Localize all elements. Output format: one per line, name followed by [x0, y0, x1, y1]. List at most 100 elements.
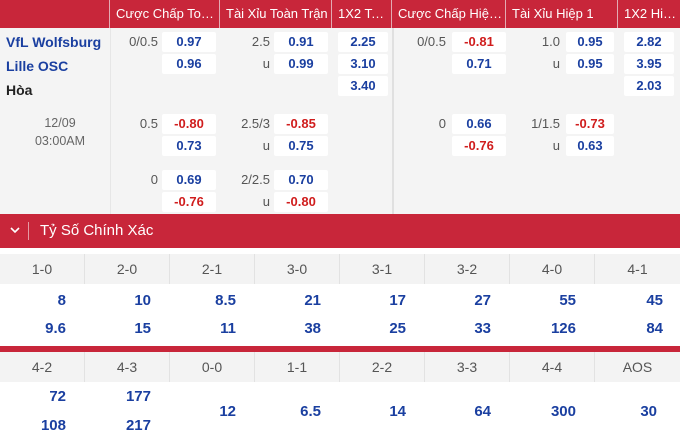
- away-team[interactable]: Lille OSC: [6, 58, 69, 74]
- alt1-ft-hdp-home-odds[interactable]: -0.80: [162, 114, 216, 134]
- score-home-odds[interactable]: 12: [219, 403, 236, 420]
- score-home-odds[interactable]: 55: [559, 292, 576, 309]
- score-away-odds[interactable]: 15: [134, 320, 151, 337]
- odds-table: Cược Chấp Toàn ... Tài Xỉu Toàn Trận 1X2…: [0, 0, 680, 214]
- score-home-odds[interactable]: 177: [125, 388, 151, 405]
- odds-header-row: Cược Chấp Toàn ... Tài Xỉu Toàn Trận 1X2…: [0, 0, 680, 28]
- header-ft-handicap[interactable]: Cược Chấp Toàn ...: [110, 0, 220, 28]
- score-label: 4-4: [510, 352, 595, 382]
- ht-ou-under-label: u: [552, 56, 560, 71]
- alt2-ft-hdp-home-odds[interactable]: 0.69: [162, 170, 216, 190]
- ht-1x2-away-odds[interactable]: 3.95: [624, 54, 674, 74]
- score-away-odds[interactable]: 84: [646, 320, 663, 337]
- match-info: VfL Wolfsburg Lille OSC Hòa 12/09 03:00A…: [0, 28, 110, 214]
- ft-hdp-line: 0/0.5: [129, 34, 158, 49]
- alt1-ft-ou-over-odds[interactable]: -0.85: [274, 114, 328, 134]
- score-home-odds[interactable]: 27: [474, 292, 491, 309]
- header-ft-1x2[interactable]: 1X2 Toà...: [332, 0, 392, 28]
- score-home-odds[interactable]: 6.5: [300, 403, 321, 420]
- score-label: 4-1: [627, 261, 648, 277]
- header-ft-over-under[interactable]: Tài Xỉu Toàn Trận: [220, 0, 332, 28]
- ft-ou-over-odds[interactable]: 0.91: [274, 32, 328, 52]
- alt1-ht-ou-line: 1/1.5: [531, 116, 560, 131]
- score-away-odds[interactable]: 126: [550, 320, 576, 337]
- correct-score-header[interactable]: Tỷ Số Chính Xác: [0, 214, 680, 248]
- score-home-odds[interactable]: 45: [646, 292, 663, 309]
- alt1-ft-ou-under-odds[interactable]: 0.75: [274, 136, 328, 156]
- alt2-ft-ou-line: 2/2.5: [241, 172, 270, 187]
- header-blank: [0, 0, 110, 28]
- ht-ou-under-odds[interactable]: 0.95: [566, 54, 614, 74]
- match-time: 03:00AM: [34, 134, 86, 148]
- score-row-2-labels: 4-2 4-3 0-0 1-1 2-2 3-3 4-4 AOS: [0, 352, 680, 382]
- score-home-odds[interactable]: 14: [389, 403, 406, 420]
- ft-1x2-home-odds[interactable]: 2.25: [338, 32, 388, 52]
- score-away-odds[interactable]: 38: [304, 320, 321, 337]
- alt1-ht-hdp-away-odds[interactable]: -0.76: [452, 136, 506, 156]
- score-label: 2-0: [85, 254, 170, 284]
- score-row-divider: [0, 346, 680, 352]
- draw-label: Hòa: [6, 82, 33, 98]
- match-date: 12/09: [44, 116, 76, 130]
- score-label: 3-1: [340, 254, 425, 284]
- chevron-down-icon[interactable]: [10, 225, 20, 235]
- ft-1x2-draw-odds[interactable]: 3.40: [338, 76, 388, 96]
- alt1-ht-ou-over-odds[interactable]: -0.73: [566, 114, 614, 134]
- alt1-ft-hdp-away-odds[interactable]: 0.73: [162, 136, 216, 156]
- score-away-odds[interactable]: 25: [389, 320, 406, 337]
- score-label: 3-0: [255, 254, 340, 284]
- ht-hdp-away-odds[interactable]: 0.71: [452, 54, 506, 74]
- header-ht-handicap[interactable]: Cược Chấp Hiệp 1: [392, 0, 506, 28]
- ft-hdp-home-odds[interactable]: 0.97: [162, 32, 216, 52]
- score-away-odds[interactable]: 217: [125, 417, 151, 434]
- score-label: 4-3: [85, 352, 170, 382]
- ft-ou-under-odds[interactable]: 0.99: [274, 54, 328, 74]
- score-home-odds[interactable]: 10: [134, 292, 151, 309]
- alt1-ht-hdp-line: 0: [438, 116, 446, 131]
- score-row-1-odds: 8 10 8.5 21 17 27 55 45 9.6 15 11 38 25 …: [0, 284, 680, 346]
- score-label: 0-0: [170, 352, 255, 382]
- score-away-odds[interactable]: 108: [40, 417, 66, 434]
- ft-1x2-away-odds[interactable]: 3.10: [338, 54, 388, 74]
- header-separator: [28, 222, 29, 240]
- alt2-ft-ou-over-odds[interactable]: 0.70: [274, 170, 328, 190]
- ht-hdp-line: 0/0.5: [417, 34, 446, 49]
- score-label: AOS: [622, 359, 653, 375]
- score-away-odds[interactable]: 11: [220, 320, 236, 337]
- score-home-odds[interactable]: 300: [550, 403, 576, 420]
- score-away-odds[interactable]: 9.6: [45, 320, 66, 337]
- alt1-ht-hdp-home-odds[interactable]: 0.66: [452, 114, 506, 134]
- score-home-odds[interactable]: 8: [57, 292, 66, 309]
- score-home-odds[interactable]: 17: [389, 292, 406, 309]
- home-team[interactable]: VfL Wolfsburg: [6, 34, 102, 50]
- alt1-ht-ou-under-odds[interactable]: 0.63: [566, 136, 614, 156]
- score-home-odds[interactable]: 30: [640, 403, 657, 420]
- score-label: 2-2: [340, 352, 425, 382]
- ht-ou-over-odds[interactable]: 0.95: [566, 32, 614, 52]
- score-label: 2-1: [170, 254, 255, 284]
- ht-ou-line: 1.0: [541, 34, 560, 49]
- header-ht-1x2[interactable]: 1X2 Hiệ...: [618, 0, 680, 28]
- score-row-2-odds: 72 177 12 6.5 14 64 300 30 108 217: [0, 382, 680, 440]
- alt2-ft-hdp-away-odds[interactable]: -0.76: [162, 192, 216, 212]
- correct-score-title: Tỷ Số Chính Xác: [40, 222, 154, 239]
- ft-hdp-away-odds[interactable]: 0.96: [162, 54, 216, 74]
- alt1-ft-hdp-line: 0.5: [139, 116, 158, 131]
- alt1-ft-ou-line: 2.5/3: [241, 116, 270, 131]
- ht-1x2-home-odds[interactable]: 2.82: [624, 32, 674, 52]
- score-label: 1-1: [255, 352, 340, 382]
- header-ht-over-under[interactable]: Tài Xỉu Hiệp 1: [506, 0, 618, 28]
- odds-body: VfL Wolfsburg Lille OSC Hòa 12/09 03:00A…: [0, 28, 680, 214]
- score-home-odds[interactable]: 72: [49, 388, 66, 405]
- ht-1x2-draw-odds[interactable]: 2.03: [624, 76, 674, 96]
- score-row-1-labels: 1-0 2-0 2-1 3-0 3-1 3-2 4-0 4-1: [0, 254, 680, 284]
- score-label: 4-2: [0, 352, 85, 382]
- alt2-ft-ou-under-odds[interactable]: -0.80: [274, 192, 328, 212]
- score-home-odds[interactable]: 21: [304, 292, 321, 309]
- ht-hdp-home-odds[interactable]: -0.81: [452, 32, 506, 52]
- score-home-odds[interactable]: 64: [474, 403, 491, 420]
- score-label: 3-3: [425, 352, 510, 382]
- score-label: 1-0: [0, 254, 85, 284]
- score-away-odds[interactable]: 33: [474, 320, 491, 337]
- score-home-odds[interactable]: 8.5: [215, 292, 236, 309]
